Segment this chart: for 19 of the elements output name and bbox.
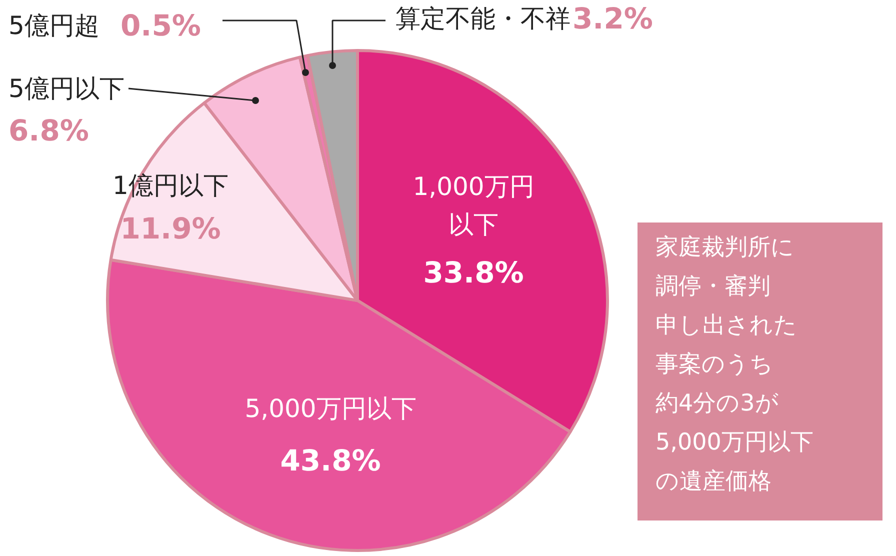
data-label: 33.8% [423, 256, 524, 290]
slice-label: 5億円超 [8, 11, 100, 40]
data-label: 43.8% [280, 444, 381, 478]
text: 申し出された [656, 312, 798, 338]
slice-label: 算定不能・不祥 [396, 4, 570, 33]
data-label: 11.9% [120, 212, 221, 246]
data-label: 0.5% [120, 8, 201, 42]
data-label: 6.8% [8, 114, 89, 148]
text: 事案のうち [656, 352, 774, 378]
data-label: 3.2% [572, 2, 653, 36]
text: の遺産価格 [656, 468, 772, 494]
text: 調停・審判 [656, 274, 770, 300]
text: 約4分の3が [656, 390, 779, 416]
text: 5,000万円以下 [656, 430, 814, 456]
slice-label: 5億円以下 [8, 74, 124, 103]
slice-label: 1億円以下 [112, 171, 228, 200]
slice-label: 1,000万円以下 [412, 172, 534, 239]
slice-label: 5,000万円以下 [244, 394, 416, 423]
text: 家庭裁判所に [656, 234, 794, 260]
